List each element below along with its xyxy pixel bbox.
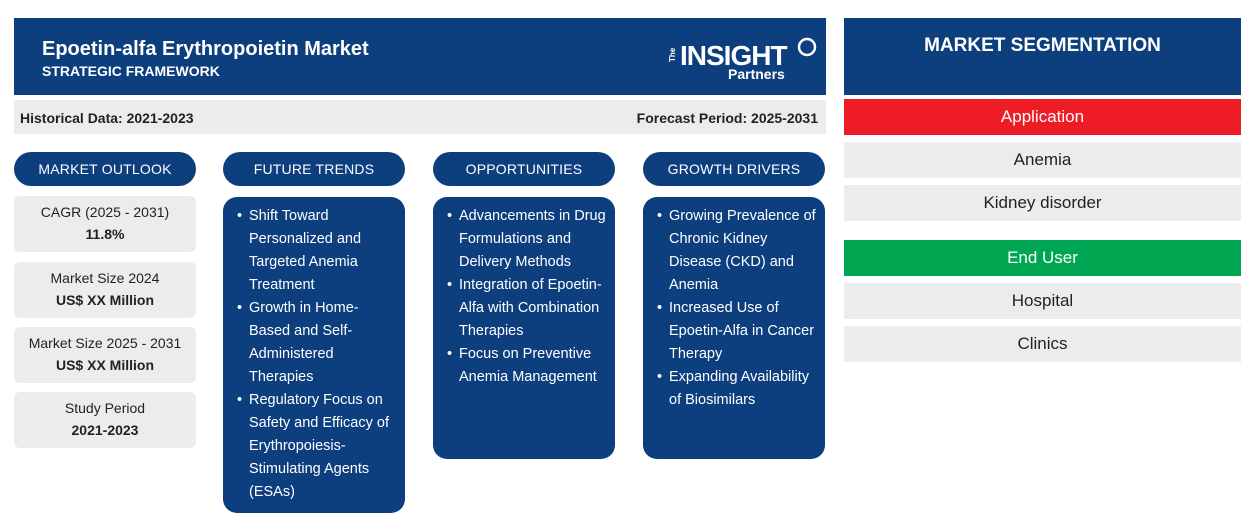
outlook-stat-study-period: Study Period 2021-2023 bbox=[14, 392, 196, 448]
segmentation-title: MARKET SEGMENTATION bbox=[844, 18, 1241, 95]
stat-label: CAGR (2025 - 2031) bbox=[40, 204, 170, 220]
list-item: Growing Prevalence of Chronic Kidney Dis… bbox=[657, 205, 819, 297]
page-title: Epoetin-alfa Erythropoietin Market bbox=[42, 38, 369, 60]
stat-label: Study Period bbox=[64, 400, 146, 416]
outlook-stat-size-2024: Market Size 2024 US$ XX Million bbox=[14, 262, 196, 318]
list-item: Expanding Availability of Biosimilars bbox=[657, 366, 819, 412]
period-bar: Historical Data: 2021-2023 Forecast Peri… bbox=[14, 100, 826, 134]
page-subtitle: STRATEGIC FRAMEWORK bbox=[42, 63, 220, 79]
list-item: Increased Use of Epoetin-Alfa in Cancer … bbox=[657, 297, 819, 366]
stat-value: US$ XX Million bbox=[55, 292, 154, 308]
historical-period: Historical Data: 2021-2023 bbox=[20, 110, 194, 126]
outlook-stat-size-2025-2031: Market Size 2025 - 2031 US$ XX Million bbox=[14, 327, 196, 383]
list-item: Growth in Home-Based and Self-Administer… bbox=[237, 297, 399, 389]
segment-application: Application bbox=[844, 99, 1241, 135]
segment-item-hospital: Hospital bbox=[844, 283, 1241, 319]
forecast-period: Forecast Period: 2025-2031 bbox=[636, 110, 818, 126]
list-item: Focus on Preventive Anemia Management bbox=[447, 343, 609, 389]
opportunities-list: Advancements in Drug Formulations and De… bbox=[433, 197, 615, 459]
stat-label: Market Size 2025 - 2031 bbox=[28, 335, 182, 351]
list-item: Integration of Epoetin-Alfa with Combina… bbox=[447, 274, 609, 343]
segment-item-clinics: Clinics bbox=[844, 326, 1241, 362]
segment-item-anemia: Anemia bbox=[844, 142, 1241, 178]
segment-item-kidney-disorder: Kidney disorder bbox=[844, 185, 1241, 221]
logo-partners: Partners bbox=[728, 66, 785, 82]
stat-value: 2021-2023 bbox=[71, 422, 139, 438]
opportunities-header: OPPORTUNITIES bbox=[433, 152, 615, 186]
future-trends-header: FUTURE TRENDS bbox=[223, 152, 405, 186]
logo-insight: INSIGHT bbox=[680, 40, 788, 71]
insight-partners-logo: The INSIGHT Partners bbox=[668, 32, 818, 86]
logo-ring-icon bbox=[797, 37, 817, 57]
stat-label: Market Size 2024 bbox=[50, 270, 160, 286]
list-item: Advancements in Drug Formulations and De… bbox=[447, 205, 609, 274]
logo-the: The bbox=[668, 47, 677, 62]
stat-value: 11.8% bbox=[85, 226, 125, 242]
outlook-stat-cagr: CAGR (2025 - 2031) 11.8% bbox=[14, 196, 196, 252]
stat-value: US$ XX Million bbox=[55, 357, 154, 373]
list-item: Shift Toward Personalized and Targeted A… bbox=[237, 205, 399, 297]
growth-drivers-list: Growing Prevalence of Chronic Kidney Dis… bbox=[643, 197, 825, 459]
growth-drivers-header: GROWTH DRIVERS bbox=[643, 152, 825, 186]
market-outlook-header: MARKET OUTLOOK bbox=[14, 152, 196, 186]
list-item: Regulatory Focus on Safety and Efficacy … bbox=[237, 389, 399, 504]
header-banner: Epoetin-alfa Erythropoietin Market STRAT… bbox=[14, 18, 826, 95]
segment-end-user: End User bbox=[844, 240, 1241, 276]
future-trends-list: Shift Toward Personalized and Targeted A… bbox=[223, 197, 405, 513]
